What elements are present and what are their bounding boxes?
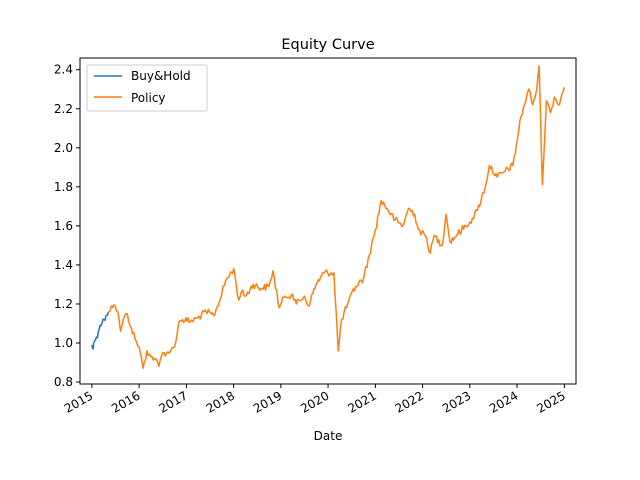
x-axis: 2015 2016 2017 2018 2019 2020 2021 2022 2023 2024… (62, 384, 568, 416)
x-axis-title: Date (314, 429, 343, 443)
y-tick-label: 2.2 (54, 102, 73, 116)
y-axis: 0.8 1.0 1.2 1.4 1.6 1.8 2.0 2.2 2.4 (54, 63, 80, 389)
y-tick-label: 0.8 (54, 375, 73, 389)
legend-label-buy-hold: Buy&Hold (131, 69, 191, 83)
y-tick-label: 1.2 (54, 297, 73, 311)
chart-title: Equity Curve (281, 37, 374, 53)
series-layer (91, 65, 565, 370)
y-tick-label: 1.8 (54, 180, 73, 194)
legend: Buy&Hold Policy (86, 64, 208, 112)
y-tick-label: 1.0 (54, 336, 73, 350)
y-tick-label: 1.6 (54, 219, 73, 233)
legend-label-policy: Policy (131, 91, 166, 105)
y-tick-label: 1.4 (54, 258, 73, 272)
series-line-buy-hold (91, 311, 110, 350)
y-tick-label: 2.4 (54, 63, 73, 77)
y-tick-label: 2.0 (54, 141, 73, 155)
series-line-policy (108, 65, 565, 370)
